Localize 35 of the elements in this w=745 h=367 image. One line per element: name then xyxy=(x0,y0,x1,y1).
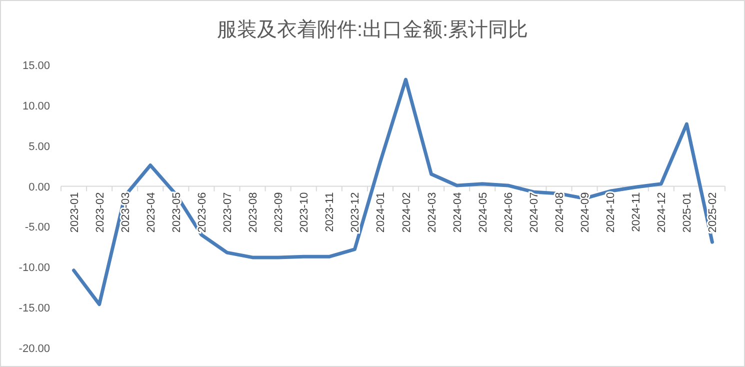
x-tick-label: 2023-01 xyxy=(68,192,81,233)
y-tick-label: -15.00 xyxy=(18,302,50,315)
y-tick-label: -5.00 xyxy=(24,222,50,234)
x-tick-label: 2024-09 xyxy=(580,192,592,233)
x-tick-label: 2024-01 xyxy=(375,192,388,233)
x-tick-label: 2024-05 xyxy=(477,192,490,233)
x-tick-label: 2023-03 xyxy=(120,192,132,233)
x-tick-label: 2024-12 xyxy=(656,192,668,233)
x-tick-label: 2023-06 xyxy=(196,192,208,233)
y-tick-label: 15.00 xyxy=(22,60,50,72)
x-tick-label: 2023-07 xyxy=(222,192,234,233)
chart-title: 服装及衣着附件:出口金额:累计同比 xyxy=(216,18,528,41)
x-tick-label: 2023-11 xyxy=(324,192,336,232)
x-tick-label: 2023-08 xyxy=(248,192,260,233)
y-tick-label: 5.00 xyxy=(28,140,50,153)
x-tick-label: 2023-10 xyxy=(298,192,311,233)
x-tick-label: 2024-06 xyxy=(502,192,515,233)
x-tick-label: 2024-07 xyxy=(528,192,540,233)
x-tick-label: 2024-08 xyxy=(554,192,566,233)
x-tick-label: 2023-04 xyxy=(145,192,158,233)
y-tick-label: -20.00 xyxy=(18,343,50,355)
x-tick-label: 2024-04 xyxy=(452,192,464,233)
x-tick-label: 2023-05 xyxy=(170,192,183,233)
x-tick-label: 2023-02 xyxy=(94,192,106,233)
x-tick-label: 2024-03 xyxy=(426,192,438,233)
x-tick-label: 2025-01 xyxy=(682,192,694,233)
x-tick-label: 2024-10 xyxy=(605,192,618,233)
x-tick-label: 2024-11 xyxy=(630,192,643,232)
x-tick-label: 2023-09 xyxy=(273,192,286,233)
y-tick-label: 0.00 xyxy=(28,181,50,194)
x-tick-label: 2025-02 xyxy=(707,192,720,233)
y-tick-label: -10.00 xyxy=(18,262,50,274)
y-tick-label: 10.00 xyxy=(22,100,50,112)
x-tick-label: 2024-02 xyxy=(400,192,413,233)
x-tick-label: 2023-12 xyxy=(350,192,362,233)
